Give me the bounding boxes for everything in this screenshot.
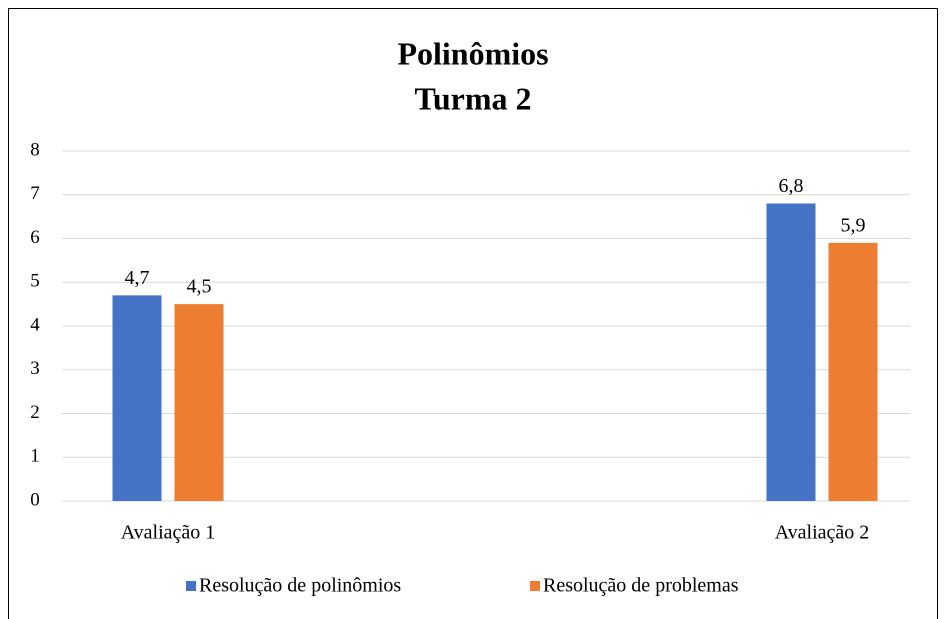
value-label: 6,8: [779, 175, 804, 197]
value-label: 4,7: [125, 267, 150, 289]
chart-subtitle: Turma 2: [414, 80, 531, 116]
y-tick-label: 3: [30, 358, 40, 379]
legend-label: Resolução de polinômios: [199, 575, 401, 597]
y-tick-label: 1: [30, 446, 40, 467]
bar: [828, 242, 878, 501]
y-tick-label: 5: [30, 271, 40, 292]
bar: [112, 295, 162, 501]
value-label: 5,9: [841, 214, 866, 236]
y-tick-label: 8: [30, 139, 40, 160]
y-tick-label: 7: [30, 183, 40, 204]
bar: [174, 304, 224, 501]
legend-swatch: [530, 581, 540, 591]
value-label: 4,5: [187, 276, 212, 298]
legend-swatch: [186, 581, 196, 591]
x-tick-label: Avaliação 2: [775, 522, 870, 544]
y-tick-label: 0: [30, 489, 40, 510]
y-tick-label: 6: [30, 227, 40, 248]
legend-label: Resolução de problemas: [543, 575, 739, 597]
x-tick-label: Avaliação 1: [121, 522, 216, 544]
y-tick-label: 4: [30, 314, 40, 335]
y-tick-label: 2: [30, 402, 40, 423]
bar: [766, 203, 816, 501]
chart-title: Polinômios: [397, 35, 548, 71]
